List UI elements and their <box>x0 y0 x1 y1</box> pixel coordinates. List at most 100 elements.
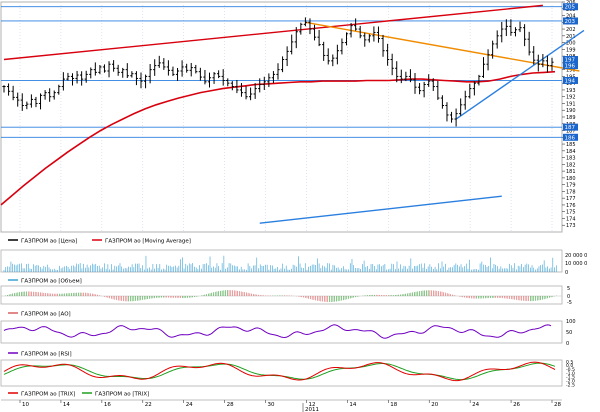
volume-ytick-label: 20 000 0 <box>565 253 587 259</box>
price-bar <box>102 64 107 73</box>
price-bar <box>221 69 225 86</box>
price-bar <box>500 21 504 43</box>
price-ytick-label: 200 <box>566 41 576 47</box>
trix-ytick-label: -1.5 <box>566 375 575 381</box>
price-bar <box>290 34 294 55</box>
price-bar <box>198 67 202 81</box>
price-bar <box>171 66 175 77</box>
x-tick-label: 28 <box>227 402 234 408</box>
price-bar <box>550 57 554 71</box>
trix-panel: 0.50.0-0.5-1.0-1.5-2.0-2.5 ГАЗПРОМ ао [TR… <box>0 359 575 398</box>
price-bar <box>390 53 394 76</box>
price-ytick-label: 184 <box>566 149 576 155</box>
rsi-ytick-label: 0 <box>566 341 569 347</box>
price-bar <box>80 71 84 86</box>
price-bar <box>413 72 417 94</box>
price-ytick-label: 177 <box>566 196 576 202</box>
price-bar <box>134 71 139 86</box>
trix-frame <box>0 359 563 387</box>
moving-average-line <box>0 70 556 206</box>
price-bar <box>532 46 536 65</box>
trix-ytick-label: -2.5 <box>566 382 575 388</box>
price-bar <box>148 64 152 84</box>
x-tick-label: 28 <box>554 402 561 408</box>
price-ytick-label: 206 <box>566 0 576 6</box>
price-bar <box>326 48 330 65</box>
price-bar <box>523 24 527 47</box>
price-bar <box>518 21 522 33</box>
price-bar <box>153 59 157 76</box>
volume-ytick-label: 0 <box>565 270 568 276</box>
price-label-box <box>563 3 578 11</box>
price-bar <box>20 93 24 111</box>
price-bar <box>66 72 70 81</box>
price-bar <box>372 26 376 42</box>
price-bar <box>112 60 116 72</box>
price-bar <box>354 18 358 31</box>
price-bar <box>166 60 170 76</box>
price-bar <box>116 64 120 76</box>
price-bar <box>280 56 285 73</box>
x-tick-label: 30 <box>268 402 275 408</box>
price-bar <box>43 90 47 100</box>
price-ytick-label: 189 <box>566 115 576 121</box>
price-ytick-label: 204 <box>566 14 576 20</box>
price-bar <box>244 86 248 100</box>
price-bar <box>267 73 271 88</box>
price-bar <box>34 96 38 108</box>
price-bar <box>536 54 540 72</box>
trix-ytick-label: -1.0 <box>566 371 575 377</box>
price-ytick-label: 173 <box>566 223 576 229</box>
price-bar <box>541 53 545 68</box>
price-bar <box>235 79 239 94</box>
price-label-box <box>563 56 578 63</box>
price-bar <box>459 98 463 116</box>
x-tick-label: 12 <box>308 402 315 408</box>
price-ytick-label: 196 <box>566 68 576 74</box>
rsi-ytick-label: 100 <box>566 319 576 325</box>
price-ytick-label: 191 <box>566 101 576 107</box>
price-label: 197 <box>565 58 576 64</box>
price-ytick-label: 174 <box>566 216 576 222</box>
price-ytick-label: 179 <box>566 183 576 189</box>
ao-frame <box>0 285 563 305</box>
price-bar <box>527 31 531 56</box>
price-bar <box>509 19 513 36</box>
price-ytick-label: 192 <box>566 95 576 101</box>
price-bar <box>340 38 344 55</box>
price-label: 186 <box>565 135 576 141</box>
price-bar <box>157 55 161 68</box>
price-bar <box>217 70 221 79</box>
price-bar <box>180 60 184 77</box>
price-bar <box>408 69 413 83</box>
x-tick-label: 20 <box>431 402 438 408</box>
price-bar <box>143 74 148 89</box>
price-bar <box>48 88 52 102</box>
price-bar <box>399 69 403 84</box>
price-bar <box>162 58 166 70</box>
rsi-frame <box>0 320 563 344</box>
price-bar <box>249 87 253 101</box>
price-bar <box>504 19 508 37</box>
price-bar <box>486 49 490 71</box>
x-tick-label: 10 <box>22 402 29 408</box>
legend-label: ГАЗПРОМ ао [RSI] <box>21 352 72 358</box>
x-tick-label: 16 <box>104 402 111 408</box>
price-bar <box>376 26 381 43</box>
price-bar <box>16 92 20 107</box>
x-tick-label: 18 <box>390 402 397 408</box>
price-ytick-label: 185 <box>566 142 576 148</box>
price-bar <box>25 101 29 110</box>
legend-label: ГАЗПРОМ ао [Объем] <box>21 279 82 285</box>
price-bar <box>331 54 335 67</box>
price-bar <box>431 78 435 91</box>
price-ytick-label: 176 <box>566 203 576 209</box>
price-bar <box>477 74 481 86</box>
trix-ytick-label: 0.5 <box>566 359 573 365</box>
price-bar <box>175 67 180 81</box>
price-bar <box>230 81 234 91</box>
volume-panel: 20 000 0 10 000 0 0 ГАЗПРОМ ао [Объем] <box>0 249 587 285</box>
x-tick-label: 24 <box>186 402 193 408</box>
price-bar <box>495 30 499 49</box>
price-ytick-label: 182 <box>566 162 576 168</box>
